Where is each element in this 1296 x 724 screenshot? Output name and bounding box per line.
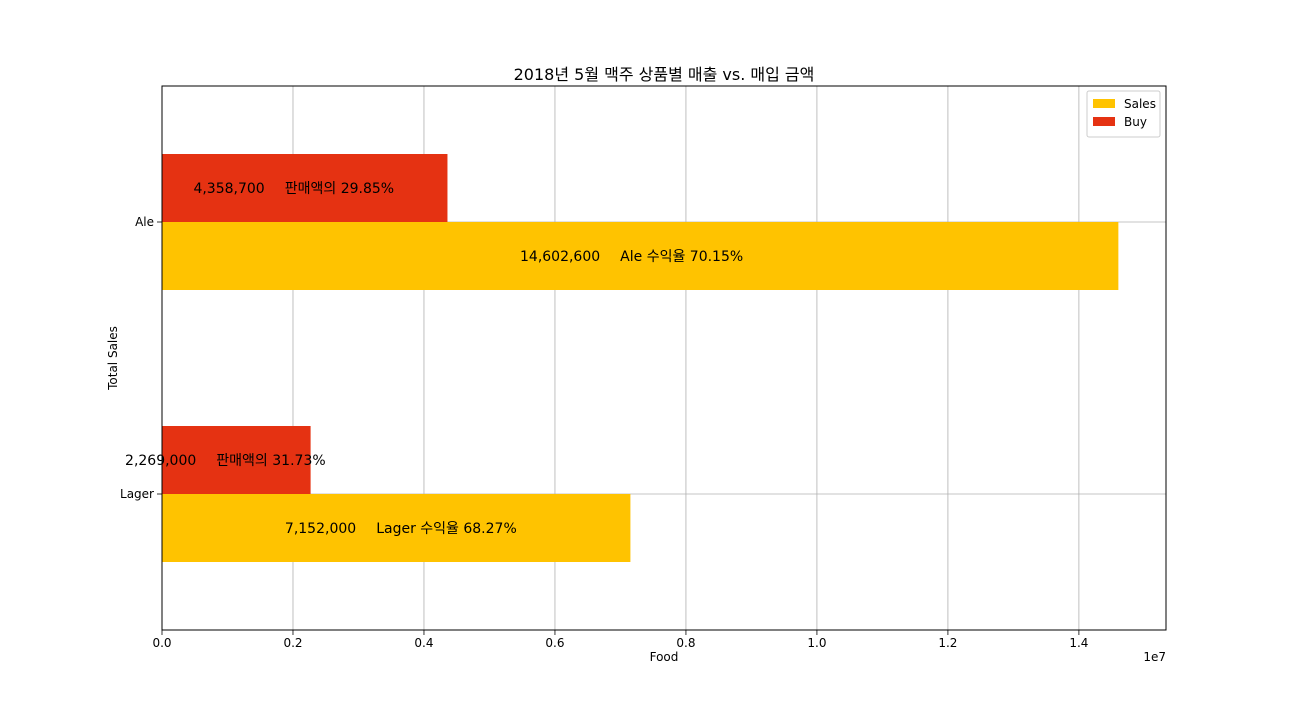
x-tick-label: 1.0 xyxy=(807,636,826,650)
x-axis-label: Food xyxy=(650,650,679,664)
x-tick-label: 1.2 xyxy=(938,636,957,650)
x-tick-label: 0.4 xyxy=(414,636,433,650)
x-tick-label: 0.2 xyxy=(283,636,302,650)
legend-label-buy: Buy xyxy=(1124,115,1147,129)
bar-buy-lager xyxy=(162,426,311,494)
x-tick-label: 1.4 xyxy=(1069,636,1088,650)
legend-label-sales: Sales xyxy=(1124,97,1156,111)
x-tick-label: 0.8 xyxy=(676,636,695,650)
bars xyxy=(162,154,1119,562)
value-label-sales-ale: 14,602,600 xyxy=(520,249,600,265)
value-label-buy-ale: 4,358,700 xyxy=(193,181,264,197)
value-label-sales-lager: 7,152,000 xyxy=(285,521,356,537)
y-axis-label: Total Sales xyxy=(106,326,120,391)
bar-sales-ale xyxy=(162,222,1119,290)
value-label-buy-lager: 2,269,000 xyxy=(125,453,196,469)
legend-swatch-sales xyxy=(1093,99,1115,108)
x-tick-label: 0.6 xyxy=(545,636,564,650)
bar-labels: 7,152,000 Lager 수익율 68.27% 14,602,600 Ale 수… xyxy=(125,181,743,537)
x-tick-label: 0.0 xyxy=(152,636,171,650)
plot-area-frame xyxy=(161,85,1167,631)
annotation-buy-lager: 판매액의 31.73% xyxy=(216,453,325,469)
y-tick-label-ale: Ale xyxy=(135,215,154,229)
bar-buy-ale xyxy=(162,154,448,222)
legend-swatch-buy xyxy=(1093,117,1115,126)
annotation-sales-lager: Lager 수익율 68.27% xyxy=(376,521,517,537)
chart-title: 2018년 5월 맥주 상품별 매출 vs. 매입 금액 xyxy=(514,65,815,84)
bar-sales-lager xyxy=(162,494,631,562)
y-tick-label-lager: Lager xyxy=(120,487,154,501)
x-axis: 0.0 0.2 0.4 0.6 0.8 1.0 1.2 1.4 xyxy=(152,630,1088,650)
legend: Sales Buy xyxy=(1086,90,1161,138)
x-axis-offset-text: 1e7 xyxy=(1143,650,1166,664)
y-axis: Lager Ale xyxy=(120,215,162,501)
annotation-buy-ale: 판매액의 29.85% xyxy=(285,181,394,197)
annotation-sales-ale: Ale 수익율 70.15% xyxy=(620,249,743,265)
